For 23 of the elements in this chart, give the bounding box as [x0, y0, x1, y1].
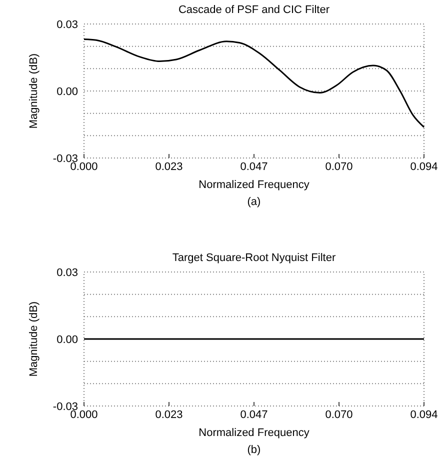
x-tick-label: 0.047 [240, 161, 268, 173]
x-tick-label: 0.094 [410, 161, 438, 173]
x-tick-label: 0.023 [155, 409, 183, 421]
y-tick-label: 0.00 [56, 86, 78, 98]
y-tick-label: 0.00 [56, 334, 78, 346]
x-tick-label: 0.070 [325, 409, 353, 421]
x-axis-title: Normalized Frequency [198, 427, 310, 439]
y-axis-title: Magnitude (dB) [28, 53, 40, 129]
x-tick-label: 0.094 [410, 409, 438, 421]
x-tick-label: 0.000 [70, 161, 98, 173]
text: (a) [247, 196, 261, 208]
y-axis-title: Magnitude (dB) [28, 301, 40, 377]
text: (b) [247, 444, 261, 456]
x-tick-label: 0.000 [70, 409, 98, 421]
chart-title: Target Square-Root Nyquist Filter [172, 252, 336, 264]
x-tick-label: 0.070 [325, 161, 353, 173]
x-tick-label: 0.023 [155, 161, 183, 173]
y-tick-label: 0.03 [56, 18, 78, 31]
chart-title: Cascade of PSF and CIC Filter [178, 4, 330, 16]
y-tick-label: 0.03 [56, 266, 78, 279]
x-tick-label: 0.047 [240, 409, 268, 421]
x-axis-title: Normalized Frequency [198, 179, 310, 191]
line-series [83, 38, 425, 128]
